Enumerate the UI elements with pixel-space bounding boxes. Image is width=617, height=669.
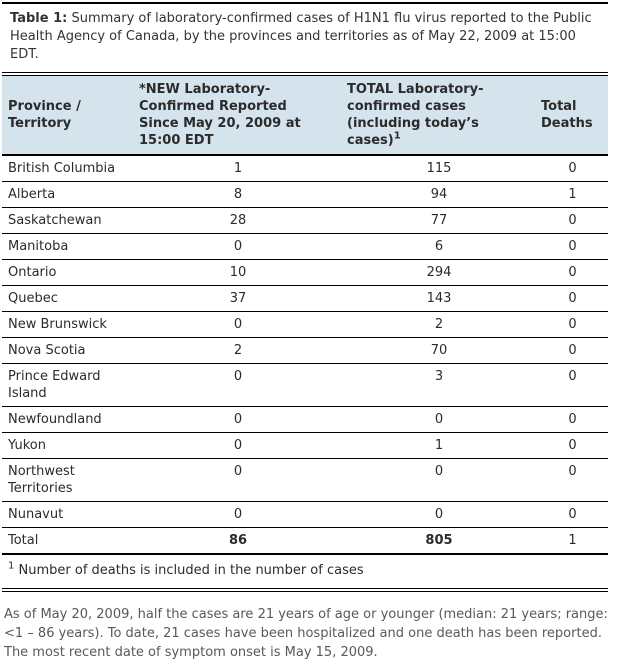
deaths-cell: 0 xyxy=(535,233,608,260)
table-row: Yukon 0 1 0 xyxy=(2,432,608,459)
deaths-cell: 1 xyxy=(535,181,608,208)
new-cases-cell: 0 xyxy=(133,432,341,459)
total-cases-cell: 0 xyxy=(341,406,535,433)
new-cases-cell: 2 xyxy=(133,337,341,364)
province-cell: Newfoundland xyxy=(2,406,133,433)
h1n1-cases-table-container: Table 1: Summary of laboratory-confirmed… xyxy=(2,2,608,592)
deaths-cell: 0 xyxy=(535,432,608,459)
summary-paragraph: As of May 20, 2009, half the cases are 2… xyxy=(4,607,608,660)
header-row: Province / Territory *NEW Laboratory-Con… xyxy=(2,76,608,156)
footnote-marker: 1 xyxy=(8,560,15,572)
footnote-marker-ref: 1 xyxy=(393,130,401,142)
total-row: Total 86 805 1 xyxy=(2,527,608,555)
table-row: Manitoba 0 6 0 xyxy=(2,233,608,260)
new-cases-cell: 28 xyxy=(133,207,341,234)
table-row: Alberta 8 94 1 xyxy=(2,181,608,208)
total-cases-cell: 77 xyxy=(341,207,535,234)
column-header-total-deaths: Total Deaths xyxy=(535,76,608,156)
province-cell: Northwest Territories xyxy=(2,458,133,502)
total-cases-cell: 1 xyxy=(341,432,535,459)
new-cases-cell: 0 xyxy=(133,501,341,528)
footnote-text: Number of deaths is included in the numb… xyxy=(18,563,364,578)
total-cases-cell: 70 xyxy=(341,337,535,364)
province-cell: Nova Scotia xyxy=(2,337,133,364)
table-row: Saskatchewan 28 77 0 xyxy=(2,207,608,234)
total-cases-cell: 294 xyxy=(341,259,535,286)
table-row: Prince Edward Island 0 3 0 xyxy=(2,363,608,407)
table-row: Ontario 10 294 0 xyxy=(2,259,608,286)
province-cell: Prince Edward Island xyxy=(2,363,133,407)
new-cases-cell: 37 xyxy=(133,285,341,312)
caption-label: Table 1: xyxy=(10,11,68,26)
total-new-cases-cell: 86 xyxy=(133,527,341,555)
province-cell: Nunavut xyxy=(2,501,133,528)
province-cell: Yukon xyxy=(2,432,133,459)
province-cell: Saskatchewan xyxy=(2,207,133,234)
table-caption: Table 1: Summary of laboratory-confirmed… xyxy=(2,4,608,76)
total-deaths-cell: 1 xyxy=(535,527,608,555)
province-cell: New Brunswick xyxy=(2,311,133,338)
table-row: Nova Scotia 2 70 0 xyxy=(2,337,608,364)
new-cases-cell: 0 xyxy=(133,406,341,433)
total-cases-cell: 0 xyxy=(341,501,535,528)
table-footer: Total 86 805 1 1 Number of deaths is inc… xyxy=(2,527,608,592)
province-cell: British Columbia xyxy=(2,155,133,182)
deaths-cell: 0 xyxy=(535,311,608,338)
province-cell: Ontario xyxy=(2,259,133,286)
table-row: Northwest Territories 0 0 0 xyxy=(2,458,608,502)
total-cases-cell: 143 xyxy=(341,285,535,312)
deaths-cell: 0 xyxy=(535,285,608,312)
deaths-cell: 0 xyxy=(535,337,608,364)
deaths-cell: 0 xyxy=(535,259,608,286)
total-cases-cell: 2 xyxy=(341,311,535,338)
new-cases-cell: 0 xyxy=(133,458,341,502)
province-cell: Alberta xyxy=(2,181,133,208)
new-cases-cell: 1 xyxy=(133,155,341,182)
h1n1-cases-table: Province / Territory *NEW Laboratory-Con… xyxy=(2,76,608,592)
deaths-cell: 0 xyxy=(535,406,608,433)
total-total-cases-cell: 805 xyxy=(341,527,535,555)
table-row: New Brunswick 0 2 0 xyxy=(2,311,608,338)
total-label-cell: Total xyxy=(2,527,133,555)
table-row: Quebec 37 143 0 xyxy=(2,285,608,312)
deaths-cell: 0 xyxy=(535,207,608,234)
deaths-cell: 0 xyxy=(535,501,608,528)
column-header-province: Province / Territory xyxy=(2,76,133,156)
total-cases-cell: 0 xyxy=(341,458,535,502)
deaths-cell: 0 xyxy=(535,363,608,407)
new-cases-cell: 0 xyxy=(133,233,341,260)
table-row: Newfoundland 0 0 0 xyxy=(2,406,608,433)
column-header-total-cases: TOTAL Laboratory-confirmed cases (includ… xyxy=(341,76,535,156)
new-cases-cell: 0 xyxy=(133,363,341,407)
new-cases-cell: 10 xyxy=(133,259,341,286)
deaths-cell: 0 xyxy=(535,155,608,182)
footnote-row: 1 Number of deaths is included in the nu… xyxy=(2,554,608,592)
deaths-cell: 0 xyxy=(535,458,608,502)
total-cases-cell: 115 xyxy=(341,155,535,182)
table-row: Nunavut 0 0 0 xyxy=(2,501,608,528)
table-body: British Columbia 1 115 0 Alberta 8 94 1 … xyxy=(2,155,608,528)
caption-text: Summary of laboratory-confirmed cases of… xyxy=(10,11,592,62)
province-cell: Manitoba xyxy=(2,233,133,260)
province-cell: Quebec xyxy=(2,285,133,312)
new-cases-cell: 8 xyxy=(133,181,341,208)
column-header-new-cases: *NEW Laboratory-Confirmed Reported Since… xyxy=(133,76,341,156)
total-cases-cell: 3 xyxy=(341,363,535,407)
total-cases-cell: 6 xyxy=(341,233,535,260)
new-cases-cell: 0 xyxy=(133,311,341,338)
total-cases-cell: 94 xyxy=(341,181,535,208)
table-footnote: 1 Number of deaths is included in the nu… xyxy=(2,554,608,592)
table-header: Province / Territory *NEW Laboratory-Con… xyxy=(2,76,608,156)
table-row: British Columbia 1 115 0 xyxy=(2,155,608,182)
